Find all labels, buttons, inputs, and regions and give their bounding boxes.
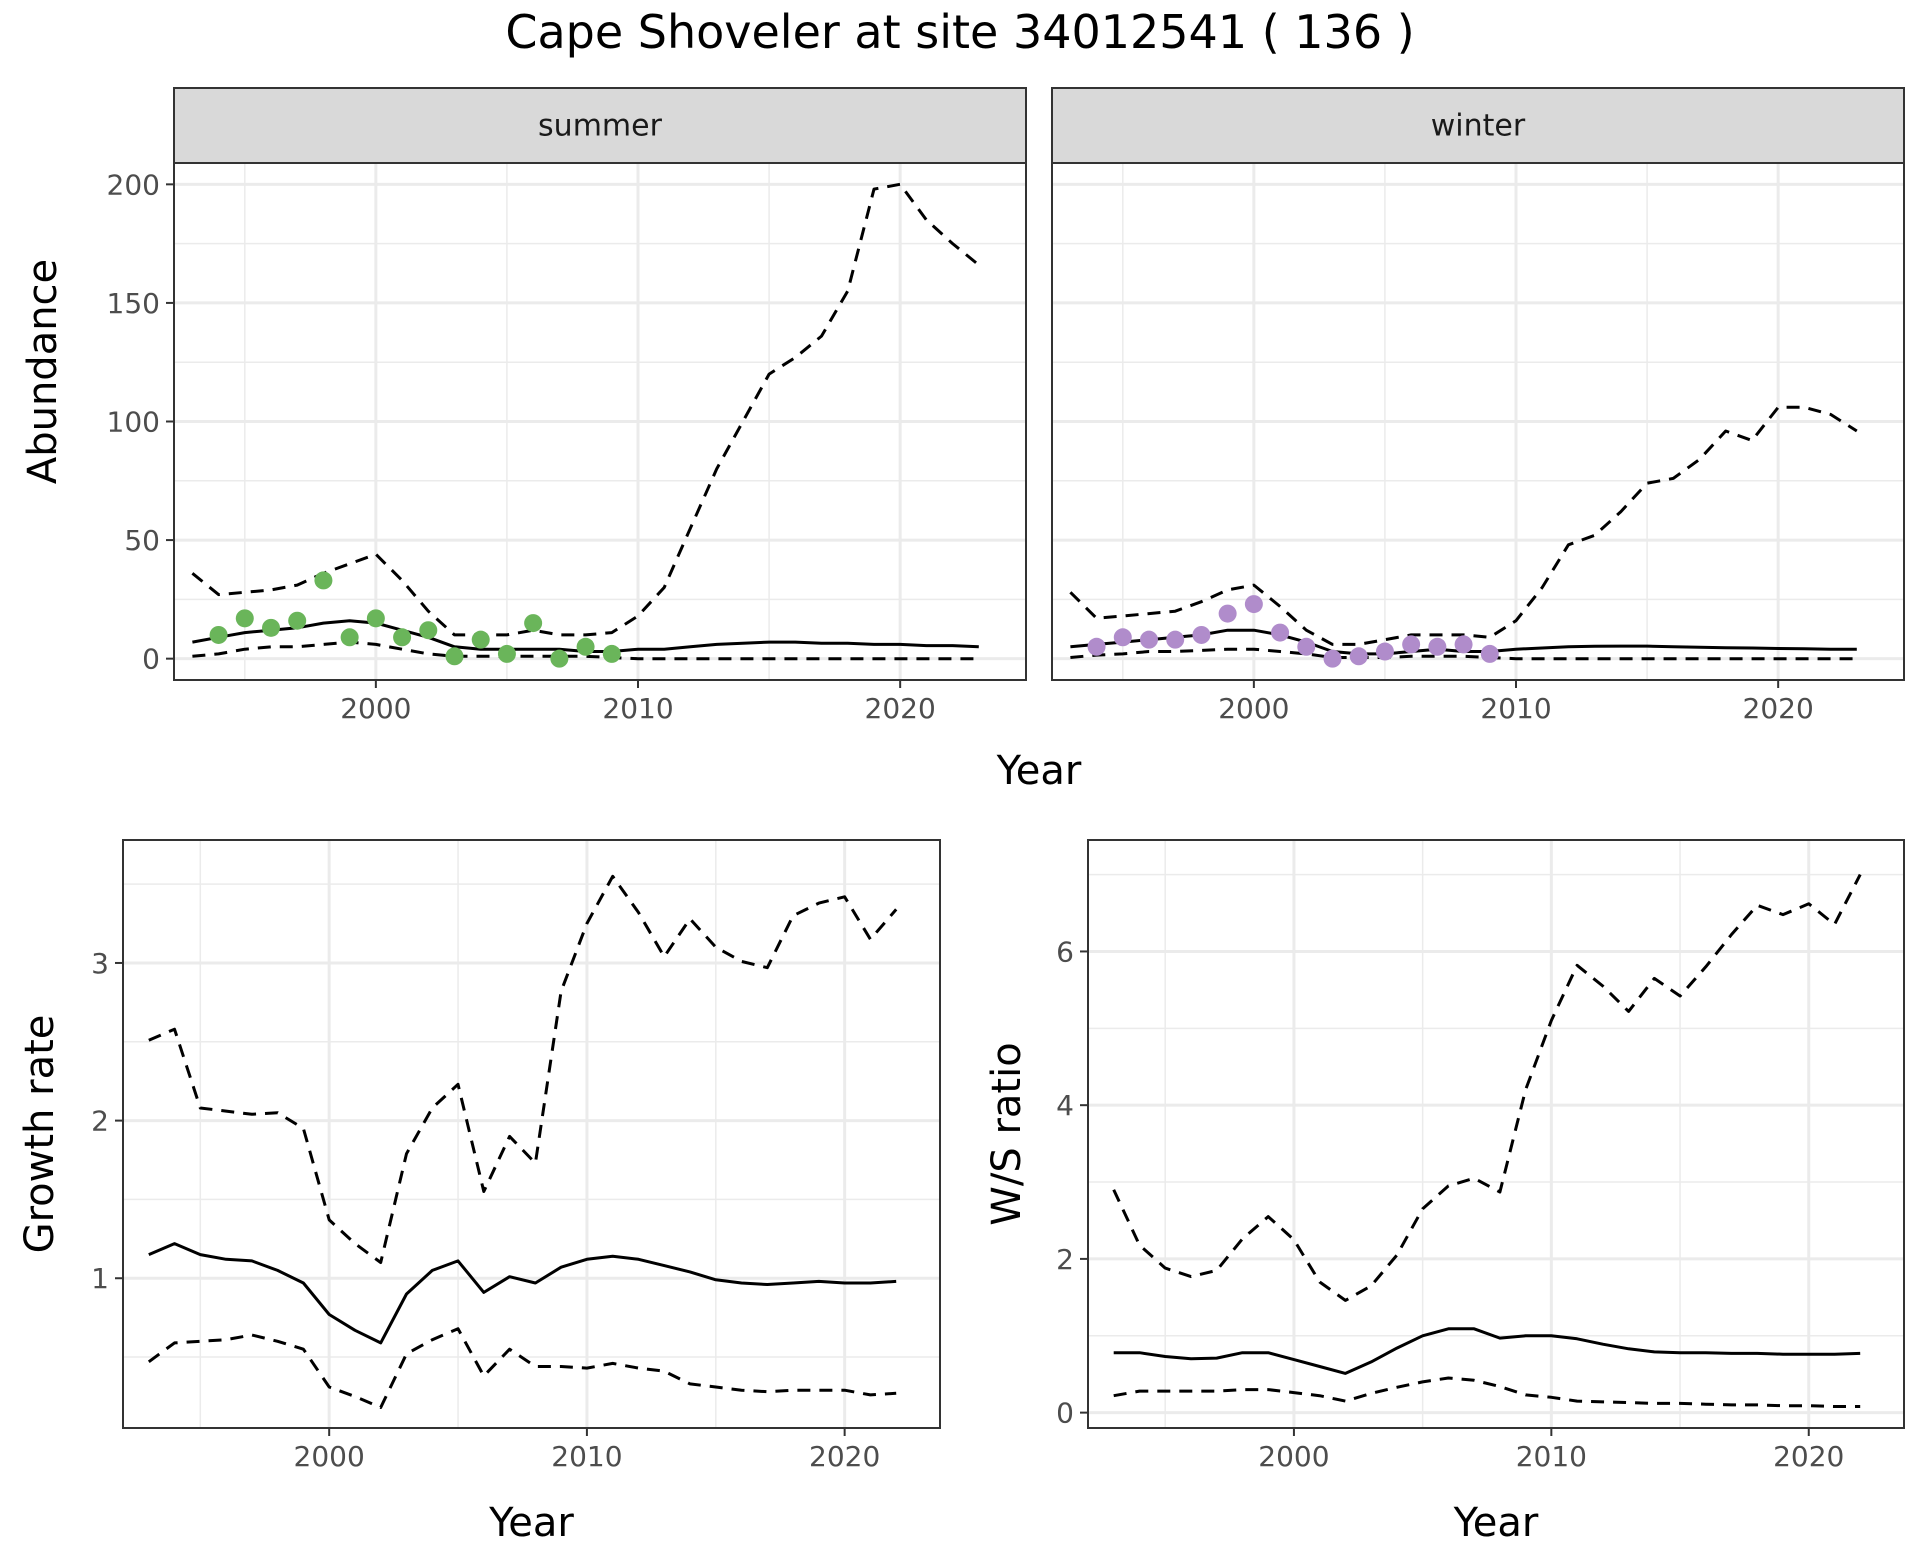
- data-point: [550, 649, 569, 668]
- y-tick-label: 3: [91, 947, 109, 980]
- data-point: [1349, 647, 1368, 666]
- x-tick-label: 2000: [1218, 692, 1289, 725]
- data-point: [419, 621, 438, 640]
- data-point: [209, 625, 228, 644]
- data-point: [288, 611, 307, 630]
- panel-summer: summer 2000 2010 2020 0 50 100 150 200 Abundance: [20, 87, 1027, 725]
- data-point: [1113, 628, 1132, 647]
- panel-background: [123, 840, 940, 1428]
- x-tick-label: 2020: [809, 1440, 880, 1473]
- data-point: [1454, 635, 1473, 654]
- data-point: [576, 637, 595, 656]
- strip-header: [1051, 87, 1905, 164]
- y-tick-label: 6: [1056, 935, 1074, 968]
- x-tick-label: 2020: [1743, 692, 1814, 725]
- data-point: [602, 644, 621, 663]
- data-point: [1323, 649, 1342, 668]
- y-tick-label: 2: [91, 1105, 109, 1138]
- data-point: [235, 609, 254, 628]
- y-tick-label: 150: [107, 287, 160, 320]
- data-point: [445, 647, 464, 666]
- x-tick-label: 2010: [1516, 1440, 1587, 1473]
- data-point: [1271, 623, 1290, 642]
- figure-title: Cape Shoveler at site 34012541 ( 136 ): [505, 5, 1414, 59]
- data-point: [1192, 625, 1211, 644]
- data-point: [1087, 637, 1106, 656]
- series-line-solid: [1113, 1327, 1861, 1375]
- panel-winter: winter 2000 2010 2020: [1051, 87, 1905, 725]
- data-point: [1244, 595, 1263, 614]
- x-tick-label: 2000: [294, 1440, 365, 1473]
- panel-background: [1088, 840, 1904, 1428]
- y-axis-title: Growth rate: [17, 1015, 63, 1254]
- data-point: [1218, 604, 1237, 623]
- y-tick-label: 0: [142, 643, 160, 676]
- series-line-dashed: [1112, 873, 1862, 1302]
- x-tick-label: 2010: [551, 1440, 622, 1473]
- x-tick-label: 2020: [1773, 1440, 1844, 1473]
- data-point: [1375, 642, 1394, 661]
- data-point: [340, 628, 359, 647]
- series-line-dashed: [147, 1327, 897, 1409]
- strip-header: [173, 87, 1027, 164]
- y-tick-label: 50: [124, 524, 160, 557]
- data-point: [1166, 630, 1185, 649]
- y-tick-label: 100: [107, 406, 160, 439]
- data-point: [1480, 644, 1499, 663]
- y-tick-label: 0: [1056, 1397, 1074, 1430]
- data-point: [471, 630, 490, 649]
- panel-border: [1087, 839, 1905, 1429]
- panel-border: [1051, 162, 1905, 681]
- strip-label: summer: [538, 109, 663, 144]
- data-point: [366, 609, 385, 628]
- panel-border: [122, 839, 941, 1429]
- y-tick-label: 200: [107, 168, 160, 201]
- x-axis-title: Year: [488, 1500, 574, 1546]
- data-point: [1402, 635, 1421, 654]
- x-axis-title: Year: [1453, 1500, 1539, 1546]
- y-tick-label: 2: [1056, 1243, 1074, 1276]
- data-point: [1297, 637, 1316, 656]
- strip-label: winter: [1431, 109, 1526, 144]
- series-line-dashed: [148, 874, 898, 1264]
- data-point: [393, 628, 412, 647]
- y-axis-title: Abundance: [20, 259, 66, 484]
- x-tick-label: 2010: [602, 692, 673, 725]
- y-tick-label: 4: [1056, 1089, 1074, 1122]
- y-axis-title: W/S ratio: [984, 1042, 1030, 1225]
- x-tick-label: 2000: [1258, 1440, 1329, 1473]
- series-line-dashed: [1069, 405, 1858, 646]
- x-tick-label: 2000: [340, 692, 411, 725]
- data-point: [1139, 630, 1158, 649]
- data-point: [314, 571, 333, 590]
- series-line-dashed: [1113, 1376, 1861, 1408]
- panel-growth: 2000 2010 2020 1 2 3 Year Growth rate: [17, 839, 941, 1546]
- series-line-solid: [148, 1242, 897, 1345]
- data-point: [1428, 637, 1447, 656]
- panel-ratio: 2000 2010 2020 0 2 4 6 Year W/S ratio: [984, 839, 1905, 1546]
- x-axis-title-shared: Year: [996, 748, 1082, 794]
- data-point: [497, 644, 516, 663]
- y-tick-label: 1: [91, 1262, 109, 1295]
- data-point: [261, 618, 280, 637]
- x-tick-label: 2010: [1480, 692, 1551, 725]
- data-point: [524, 614, 543, 633]
- x-tick-label: 2020: [865, 692, 936, 725]
